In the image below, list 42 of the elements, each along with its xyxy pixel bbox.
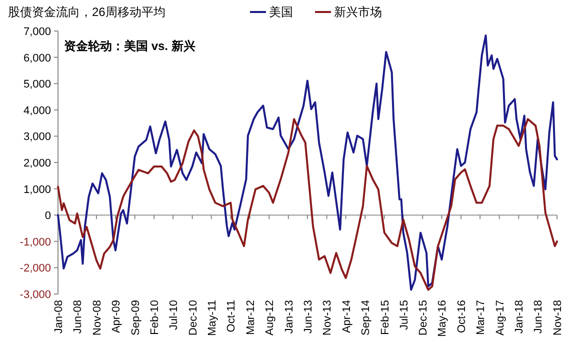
y-tick-label: 3,000	[23, 131, 51, 144]
x-tick-label: Dec-10	[187, 300, 200, 336]
x-tick-label: Aug-12	[264, 300, 276, 336]
x-tick-label: Jan-18	[514, 300, 526, 334]
y-tick-label: 6,000	[23, 52, 51, 64]
y-tick-label: -2,000	[20, 262, 51, 275]
x-tick-label: Mar-12	[244, 300, 257, 335]
x-tick-label: Apr-14	[340, 300, 353, 334]
x-tick-label: Oct-11	[226, 300, 238, 332]
x-tick-label: Dec-15	[418, 300, 430, 336]
y-tick-label: 2,000	[23, 158, 51, 170]
y-tick-label: 4,000	[23, 104, 51, 117]
x-tick-label: Aug-17	[494, 300, 506, 336]
x-tick-label: Feb-15	[379, 300, 392, 335]
x-tick-label: Nov-08	[91, 300, 104, 336]
legend-label: 新兴市场	[334, 5, 382, 19]
legend-label: 美国	[269, 5, 293, 19]
x-tick-label: Mar-17	[475, 300, 488, 335]
y-tick-label: 7,000	[23, 26, 51, 38]
x-tick-label: Feb-10	[149, 300, 162, 335]
y-tick-label: 1,000	[23, 184, 51, 196]
x-tick-label: Jul-15	[398, 300, 410, 330]
x-tick-label: Sep-09	[130, 300, 142, 336]
x-tick-label: May-16	[436, 300, 449, 337]
x-tick-label: Jul-10	[168, 300, 180, 330]
y-tick-label: 0	[44, 210, 51, 222]
x-tick-label: Jan-13	[283, 300, 296, 334]
x-tick-label: Nov-18	[552, 300, 564, 336]
y-tick-label: -1,000	[20, 236, 51, 248]
y-tick-label: -3,000	[20, 289, 51, 301]
x-tick-label: Apr-09	[110, 300, 123, 334]
x-tick-label: Jan-08	[53, 300, 65, 334]
text: 资金轮动：美国 vs. 新兴	[64, 39, 196, 53]
x-tick-label: Nov-13	[322, 300, 334, 336]
x-tick-label: Jun-18	[532, 300, 545, 334]
x-tick-label: Oct-16	[456, 300, 468, 334]
chart-title: 股债资金流向，26周移动平均	[8, 5, 166, 19]
y-tick-label: 5,000	[23, 78, 51, 91]
x-tick-label: Jun-08	[72, 300, 84, 334]
x-tick-label: May-11	[206, 300, 218, 336]
x-tick-label: Jun-13	[302, 300, 314, 334]
x-tick-label: Sep-14	[360, 300, 372, 336]
